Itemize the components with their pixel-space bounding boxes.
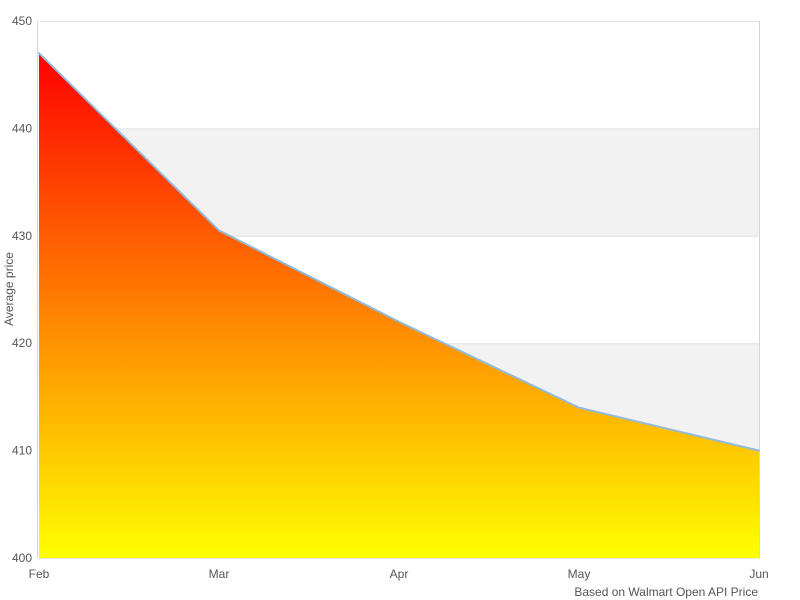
y-tick-label: 430 — [12, 229, 32, 243]
chart-credits: Based on Walmart Open API Price — [574, 585, 758, 599]
area-series-fill — [39, 53, 759, 558]
area-series-line — [38, 52, 760, 452]
x-tick-label: May — [568, 567, 591, 581]
y-tick-label: 410 — [12, 444, 32, 458]
y-axis-title: Average price — [2, 252, 16, 326]
y-tick-label: 420 — [12, 336, 32, 350]
x-tick-label: Jun — [749, 567, 768, 581]
y-tick-label: 440 — [12, 121, 32, 135]
x-tick-label: Mar — [209, 567, 230, 581]
y-tick-label: 400 — [12, 551, 32, 565]
x-tick-label: Feb — [29, 567, 50, 581]
y-tick-label: 450 — [12, 14, 32, 28]
x-tick-label: Apr — [390, 567, 409, 581]
